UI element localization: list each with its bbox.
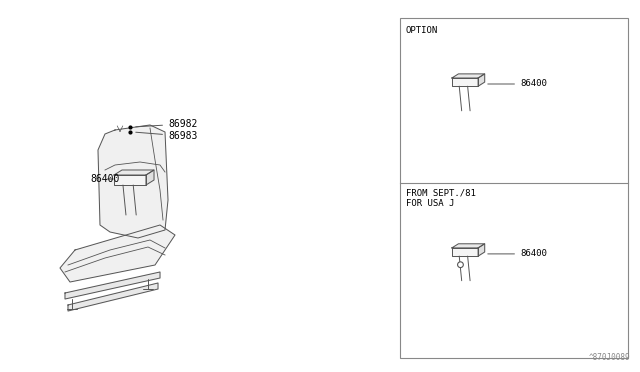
Bar (400, 18, 628, 358)
Text: 86400: 86400 (488, 249, 547, 259)
Text: FROM SEPT./81: FROM SEPT./81 (406, 189, 476, 198)
Polygon shape (452, 248, 478, 256)
Polygon shape (60, 225, 175, 282)
Polygon shape (478, 74, 484, 86)
Polygon shape (146, 170, 154, 185)
Text: 86982: 86982 (136, 119, 197, 129)
Polygon shape (98, 125, 168, 238)
Polygon shape (114, 175, 146, 185)
Polygon shape (452, 78, 478, 86)
Polygon shape (452, 244, 484, 248)
Polygon shape (68, 283, 158, 311)
Polygon shape (114, 170, 154, 175)
Polygon shape (478, 244, 484, 256)
Text: ^870J0089: ^870J0089 (588, 353, 630, 362)
Text: 86400: 86400 (90, 174, 120, 184)
Circle shape (458, 262, 463, 267)
Text: 86400: 86400 (488, 80, 547, 89)
Text: FOR USA J: FOR USA J (406, 199, 454, 208)
Polygon shape (65, 272, 160, 299)
Text: OPTION: OPTION (406, 26, 438, 35)
Polygon shape (452, 74, 484, 78)
Text: 86983: 86983 (136, 131, 197, 141)
